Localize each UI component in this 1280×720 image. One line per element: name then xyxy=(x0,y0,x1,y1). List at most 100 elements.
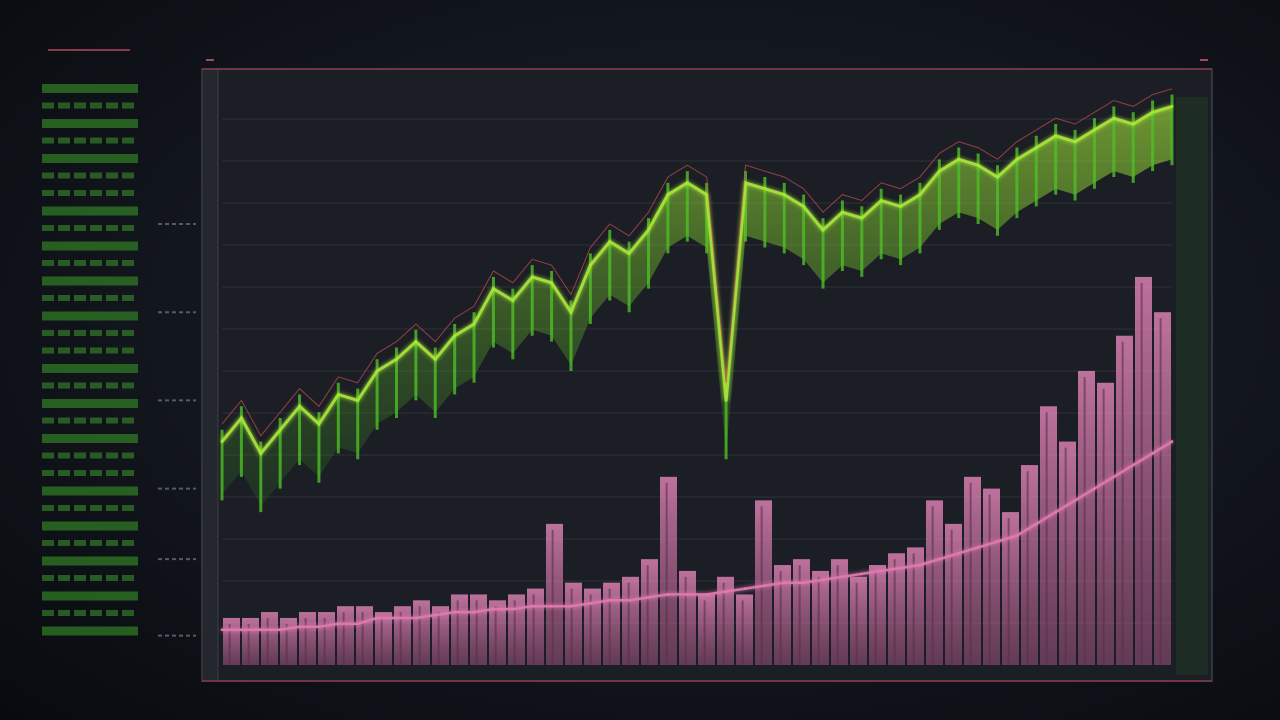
volume-bar xyxy=(926,500,943,665)
side-row-segment xyxy=(42,137,54,144)
volume-bar-texture xyxy=(437,612,440,665)
series-point-1 xyxy=(802,204,806,208)
volume-bar-texture xyxy=(646,565,649,665)
volume-bar-texture xyxy=(1121,341,1124,665)
side-row-segment xyxy=(90,417,102,424)
series-point-2 xyxy=(356,622,360,626)
side-row-segment xyxy=(42,330,54,336)
series-point-2 xyxy=(918,563,922,567)
volume-bar xyxy=(1097,382,1114,665)
left-axis xyxy=(158,223,196,637)
series-point-2 xyxy=(1054,510,1058,514)
volume-bar-texture xyxy=(513,600,516,665)
volume-bar-texture xyxy=(380,618,383,665)
side-row-bar xyxy=(42,276,138,286)
volume-bar-texture xyxy=(589,594,592,665)
side-row-segment xyxy=(74,610,86,616)
series-point-2 xyxy=(395,616,398,620)
side-row-segment xyxy=(90,575,102,581)
volume-bar xyxy=(755,500,772,665)
volume-bar xyxy=(1154,312,1171,665)
volume-bar xyxy=(983,488,1000,665)
series-point-1 xyxy=(492,287,495,291)
side-row-segment xyxy=(106,452,118,459)
side-row-segment xyxy=(58,347,70,354)
series-point-2 xyxy=(317,625,321,629)
side-row-segment xyxy=(58,505,70,511)
side-row-segment xyxy=(74,172,86,179)
side-row-bar xyxy=(42,486,138,496)
volume-bar xyxy=(679,570,696,665)
series-point-1 xyxy=(782,193,786,197)
volume-bar xyxy=(470,594,487,665)
series-point-1 xyxy=(918,193,922,197)
volume-bar-texture xyxy=(1045,412,1048,665)
volume-bar-texture xyxy=(570,588,573,665)
series-point-2 xyxy=(976,546,980,549)
volume-bar xyxy=(603,582,620,665)
side-row-bar xyxy=(42,399,138,408)
chart-corner-label-left xyxy=(206,59,214,61)
volume-bar-texture xyxy=(418,606,421,665)
side-row-segment xyxy=(122,260,134,266)
side-row-segment xyxy=(90,452,102,459)
side-row-segment xyxy=(122,505,134,511)
volume-bar-texture xyxy=(874,571,877,665)
side-row-bar xyxy=(42,434,138,443)
series-point-1 xyxy=(666,193,670,197)
side-row-segment xyxy=(90,330,102,336)
side-row-segment xyxy=(90,190,102,196)
volume-bar-texture xyxy=(608,588,611,665)
side-row-bar xyxy=(42,364,138,373)
side-row-segment xyxy=(106,102,118,109)
volume-bar-texture xyxy=(988,494,991,665)
series-point-1 xyxy=(763,187,767,191)
series-point-1 xyxy=(976,163,980,167)
side-panel-divider xyxy=(48,49,130,51)
series-point-1 xyxy=(821,228,825,232)
side-row-segment xyxy=(106,382,118,389)
series-point-1 xyxy=(453,334,457,338)
volume-bar xyxy=(299,612,316,665)
series-point-2 xyxy=(685,593,689,596)
side-row-segment xyxy=(106,225,118,231)
side-row-segment xyxy=(90,610,102,616)
side-row-segment xyxy=(90,295,102,301)
series-point-1 xyxy=(841,210,844,214)
series-point-2 xyxy=(608,598,612,602)
side-row-segment xyxy=(42,505,54,511)
series-point-1 xyxy=(511,299,515,302)
volume-bar xyxy=(660,476,677,665)
side-row-segment xyxy=(58,575,70,581)
side-row-segment xyxy=(74,295,86,301)
side-row-segment xyxy=(42,190,54,196)
volume-bar xyxy=(641,559,658,665)
side-row-segment xyxy=(74,330,86,336)
side-row-segment xyxy=(42,102,54,109)
series-point-2 xyxy=(1034,522,1038,526)
side-row-segment xyxy=(122,330,134,336)
series-point-2 xyxy=(957,551,961,555)
volume-bar-texture xyxy=(798,565,801,665)
volume-bar-texture xyxy=(931,506,934,665)
side-row-segment xyxy=(58,330,70,336)
side-row-segment xyxy=(74,575,86,581)
volume-bar-texture xyxy=(741,600,744,665)
side-row-segment xyxy=(106,137,118,144)
side-row-segment xyxy=(106,540,118,546)
volume-bar xyxy=(1040,406,1057,665)
volume-bar xyxy=(774,565,791,665)
series-point-1 xyxy=(899,204,902,208)
side-row-segment xyxy=(90,470,102,476)
series-point-2 xyxy=(472,610,476,614)
side-row-segment xyxy=(42,382,54,389)
side-row-bar xyxy=(42,154,138,163)
side-row-segment xyxy=(58,452,70,459)
side-row-segment xyxy=(106,610,118,616)
series-point-1 xyxy=(647,228,650,232)
series-point-2 xyxy=(588,601,592,605)
side-row-segment xyxy=(58,225,70,231)
left-scale-strip xyxy=(201,68,219,682)
volume-bar-texture xyxy=(1102,388,1105,665)
series-point-2 xyxy=(336,622,340,626)
